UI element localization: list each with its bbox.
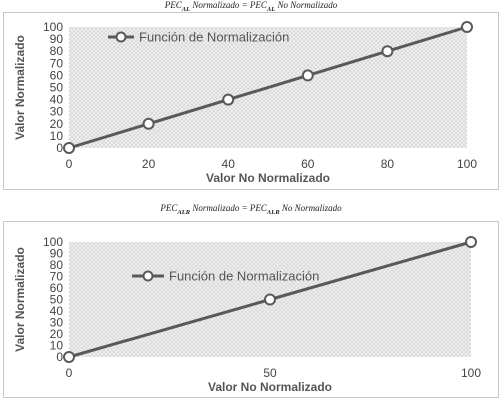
x-tick-label: 100: [461, 366, 481, 380]
legend-label: Función de Normalización: [169, 269, 319, 284]
chart-bottom-container: 0 10 20 30 40 50 60 70 80 90 100 0 50 100 Valor No Nor…: [3, 221, 499, 398]
formula-bottom-sub: ALR: [177, 208, 191, 216]
data-point: [264, 293, 276, 306]
y-tick-label: 90: [50, 32, 64, 46]
y-tick-label: 0: [56, 350, 63, 364]
y-tick-label: 100: [43, 235, 63, 249]
formula-bottom-pre: PEC: [160, 203, 178, 213]
x-axis-title: Valor No Normalizado: [206, 171, 330, 185]
x-tick-label: 0: [66, 157, 73, 171]
formula-bottom-mid: Normalizado = PEC: [190, 203, 267, 213]
x-tick-label: 0: [66, 366, 73, 380]
y-tick-label: 60: [50, 68, 64, 82]
y-tick-label: 10: [50, 339, 64, 353]
formula-top-pre: PEC: [164, 0, 182, 10]
x-tick-label: 40: [222, 157, 236, 171]
formula-top-sub2: AL: [266, 5, 276, 13]
y-tick-label: 70: [50, 270, 64, 284]
y-tick-label: 40: [50, 304, 64, 318]
data-point: [461, 21, 473, 33]
legend-label: Función de Normalización: [139, 30, 289, 45]
y-tick-label: 50: [50, 293, 64, 307]
chart-top-container: 0 10 20 30 40 50 60 70 80 90 100 0 20 40 60 80 100 Valor …: [3, 12, 499, 190]
legend-marker: [142, 270, 154, 282]
data-point: [222, 93, 235, 106]
x-tick-label: 50: [263, 366, 277, 380]
y-axis-title: Valor Normalizado: [13, 35, 27, 140]
data-point: [465, 236, 477, 248]
data-point: [63, 351, 75, 363]
y-tick-label: 100: [43, 20, 63, 34]
x-axis-title: Valor No Normalizado: [208, 380, 332, 394]
x-tick-label: 80: [381, 157, 395, 171]
y-tick-label: 80: [50, 44, 64, 58]
y-tick-label: 10: [50, 129, 64, 143]
y-tick-label: 30: [50, 105, 64, 119]
x-tick-label: 20: [142, 157, 156, 171]
x-tick-label: 60: [301, 157, 315, 171]
y-tick-label: 40: [50, 93, 64, 107]
data-point: [142, 117, 155, 130]
x-tick-label: 100: [457, 157, 477, 171]
y-axis-title: Valor Normalizado: [13, 247, 27, 352]
y-tick-label: 30: [50, 316, 64, 330]
formula-top-sub: AL: [181, 5, 191, 13]
legend-marker: [115, 31, 127, 43]
y-tick-label: 20: [50, 117, 64, 131]
formula-top-post: No Normalizado: [275, 0, 338, 10]
data-point: [63, 142, 75, 154]
y-tick-label: 80: [50, 258, 64, 272]
y-tick-label: 50: [50, 81, 64, 95]
y-tick-label: 0: [56, 141, 63, 155]
formula-bottom-sub2: ALR: [266, 208, 280, 216]
y-tick-label: 90: [50, 247, 64, 261]
data-point: [301, 69, 314, 82]
y-tick-label: 60: [50, 281, 64, 295]
formula-bottom: PECALR Normalizado = PECALR No Normaliza…: [0, 203, 502, 216]
series-line: [68, 25, 468, 150]
formula-top: PECAL Normalizado = PECAL No Normalizado: [0, 0, 502, 13]
formula-top-mid: Normalizado = PEC: [190, 0, 267, 10]
y-tick-label: 70: [50, 56, 64, 70]
data-point: [381, 45, 394, 58]
formula-bottom-post: No Normalizado: [279, 203, 342, 213]
y-tick-label: 20: [50, 327, 64, 341]
